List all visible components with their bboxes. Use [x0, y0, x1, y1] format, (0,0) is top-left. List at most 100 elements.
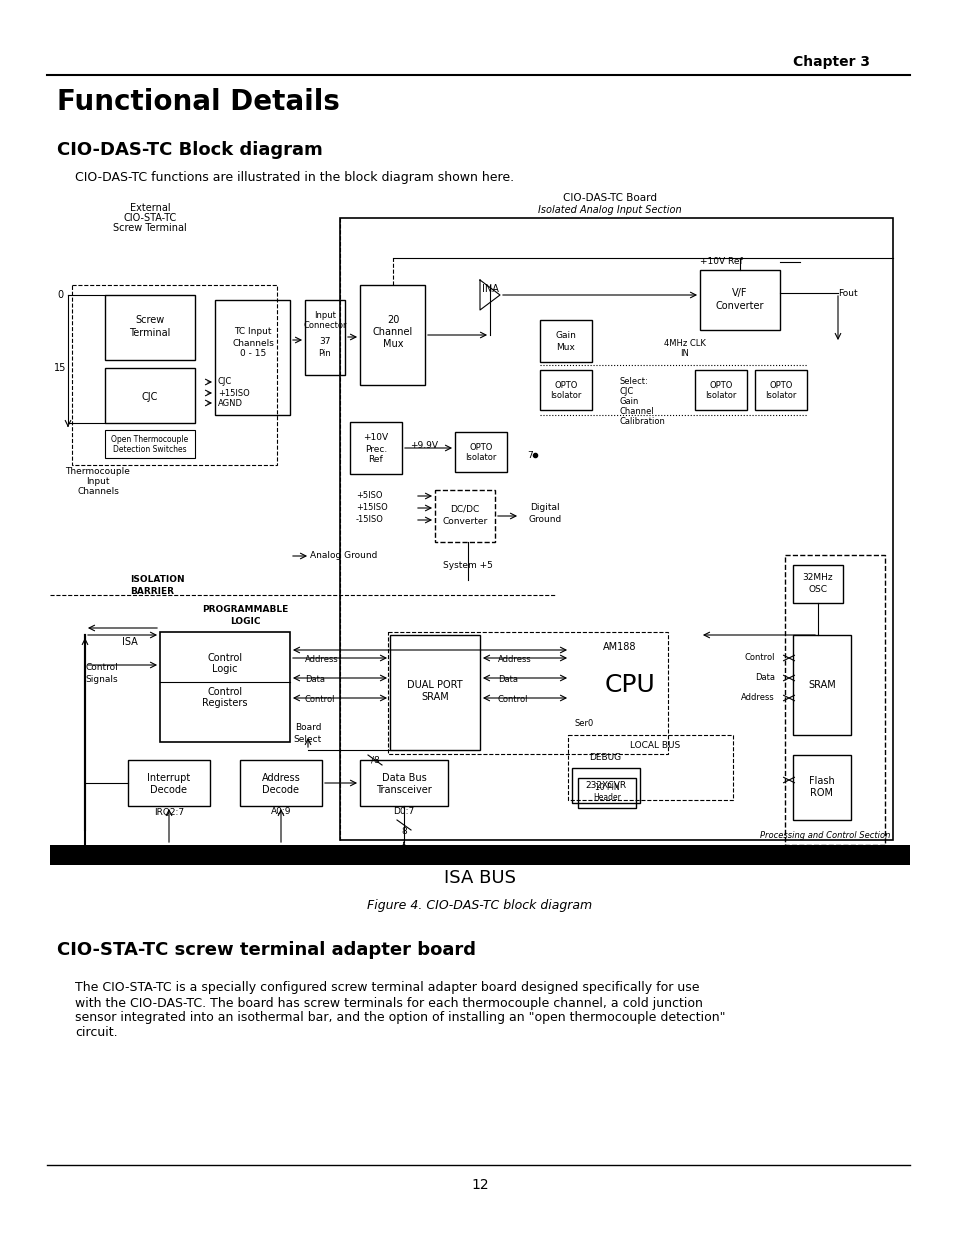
- Text: Ref: Ref: [368, 456, 383, 464]
- Bar: [160, 632, 290, 742]
- Text: DEBUG: DEBUG: [588, 753, 620, 762]
- Text: Thermocouple: Thermocouple: [66, 468, 131, 477]
- Text: Decode: Decode: [262, 785, 299, 795]
- Bar: [539, 370, 592, 410]
- Text: AGND: AGND: [218, 399, 243, 408]
- Bar: [50, 845, 909, 864]
- Text: INA: INA: [481, 284, 497, 294]
- Text: Screw: Screw: [135, 315, 165, 325]
- Text: Registers: Registers: [202, 698, 248, 708]
- Bar: [390, 635, 479, 750]
- Text: CIO-DAS-TC Board: CIO-DAS-TC Board: [562, 193, 657, 203]
- Text: OPTO: OPTO: [554, 380, 578, 389]
- Text: 0: 0: [57, 290, 63, 300]
- Text: 7: 7: [527, 451, 533, 459]
- Text: Prec.: Prec.: [364, 445, 387, 453]
- Text: Isolator: Isolator: [550, 391, 581, 400]
- Bar: [105, 430, 194, 458]
- Text: CIO-STA-TC screw terminal adapter board: CIO-STA-TC screw terminal adapter board: [57, 941, 476, 960]
- Bar: [240, 760, 322, 806]
- Text: circuit.: circuit.: [75, 1026, 117, 1040]
- Text: Processing and Control Section: Processing and Control Section: [759, 830, 889, 840]
- Bar: [305, 300, 345, 375]
- Text: 32MHz: 32MHz: [801, 573, 832, 583]
- Text: -15ISO: -15ISO: [355, 515, 383, 525]
- Text: +10V: +10V: [363, 433, 388, 442]
- Text: IN: IN: [679, 348, 689, 357]
- Text: Mux: Mux: [382, 338, 403, 350]
- Text: CJC: CJC: [142, 391, 158, 403]
- Text: Flash: Flash: [808, 776, 834, 785]
- Bar: [105, 295, 194, 359]
- Text: +10V Ref: +10V Ref: [700, 258, 742, 267]
- Text: 232XCVR: 232XCVR: [585, 782, 626, 790]
- Text: Connector: Connector: [303, 321, 346, 331]
- Text: sensor integrated into an isothermal bar, and the option of installing an "open : sensor integrated into an isothermal bar…: [75, 1011, 724, 1025]
- Text: SRAM: SRAM: [807, 680, 835, 690]
- Text: Address: Address: [740, 694, 774, 703]
- Text: Select:: Select:: [619, 378, 648, 387]
- Text: V/F: V/F: [732, 288, 747, 298]
- Bar: [784, 555, 884, 845]
- Bar: [695, 370, 746, 410]
- Text: Mux: Mux: [556, 342, 575, 352]
- Text: 15: 15: [53, 363, 66, 373]
- Text: Fout: Fout: [837, 289, 857, 298]
- Text: Control: Control: [207, 653, 242, 663]
- Text: +15ISO: +15ISO: [355, 504, 387, 513]
- Text: ISOLATION: ISOLATION: [130, 576, 185, 584]
- Text: Functional Details: Functional Details: [57, 88, 339, 116]
- Text: Input: Input: [86, 478, 110, 487]
- Text: DUAL PORT: DUAL PORT: [407, 680, 462, 690]
- Text: Board: Board: [294, 724, 321, 732]
- Text: Control: Control: [207, 687, 242, 697]
- Text: /8: /8: [370, 756, 379, 764]
- Text: 4MHz CLK: 4MHz CLK: [663, 338, 705, 347]
- Bar: [71, 285, 276, 466]
- Bar: [214, 300, 290, 415]
- Text: TC Input: TC Input: [234, 327, 272, 336]
- Text: Address: Address: [305, 656, 338, 664]
- Text: LOGIC: LOGIC: [230, 616, 260, 625]
- Text: AM188: AM188: [602, 642, 636, 652]
- Text: Interrupt: Interrupt: [147, 773, 191, 783]
- Text: System +5: System +5: [442, 562, 493, 571]
- Text: LOCAL BUS: LOCAL BUS: [629, 741, 679, 750]
- Text: CIO-DAS-TC functions are illustrated in the block diagram shown here.: CIO-DAS-TC functions are illustrated in …: [75, 172, 514, 184]
- Text: Data Bus: Data Bus: [381, 773, 426, 783]
- Bar: [128, 760, 210, 806]
- Text: CJC: CJC: [218, 378, 232, 387]
- Bar: [339, 219, 892, 840]
- Text: BARRIER: BARRIER: [130, 587, 173, 595]
- Text: Screw Terminal: Screw Terminal: [113, 224, 187, 233]
- Text: Detection Switches: Detection Switches: [113, 446, 187, 454]
- Text: Open Thermocouple: Open Thermocouple: [112, 436, 189, 445]
- Text: Control: Control: [86, 663, 118, 673]
- Text: SRAM: SRAM: [420, 692, 449, 701]
- Text: Transceiver: Transceiver: [375, 785, 432, 795]
- Text: Data: Data: [754, 673, 774, 683]
- Text: ISA: ISA: [122, 637, 138, 647]
- Text: Converter: Converter: [715, 301, 763, 311]
- Text: D0:7: D0:7: [393, 808, 415, 816]
- Text: Digital: Digital: [530, 504, 559, 513]
- Text: Header: Header: [593, 793, 620, 802]
- Bar: [754, 370, 806, 410]
- Text: Channels: Channels: [232, 338, 274, 347]
- Text: +15ISO: +15ISO: [218, 389, 250, 398]
- Text: Logic: Logic: [212, 664, 237, 674]
- Text: Select: Select: [294, 735, 322, 743]
- Text: CJC: CJC: [619, 388, 634, 396]
- Text: Address: Address: [497, 656, 531, 664]
- Text: Channel: Channel: [619, 408, 654, 416]
- Text: Data: Data: [305, 676, 325, 684]
- Text: 12: 12: [471, 1178, 488, 1192]
- Text: Isolator: Isolator: [764, 391, 796, 400]
- Bar: [455, 432, 506, 472]
- Text: External: External: [130, 203, 171, 212]
- Text: OPTO: OPTO: [768, 380, 792, 389]
- Text: Data: Data: [497, 676, 517, 684]
- Text: Ser0: Ser0: [575, 719, 594, 727]
- Text: Channels: Channels: [77, 488, 119, 496]
- Text: ROM: ROM: [810, 788, 833, 798]
